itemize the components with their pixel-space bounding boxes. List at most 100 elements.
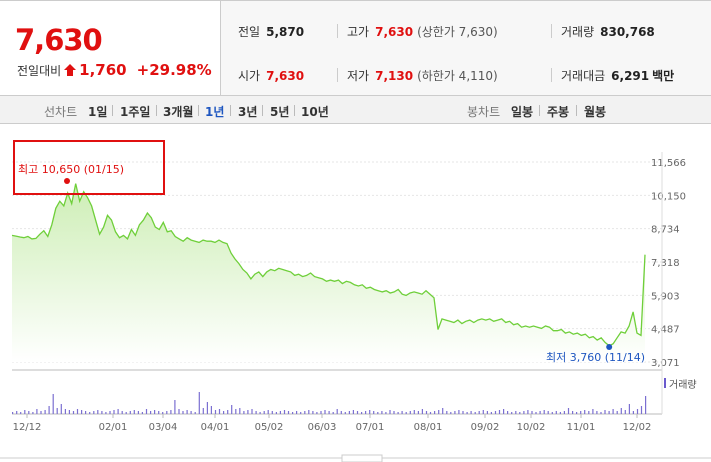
tab-1week[interactable]: 1주일	[120, 105, 151, 119]
volume-bar	[361, 412, 363, 414]
tab-3year[interactable]: 3년	[238, 105, 258, 119]
volume-bar	[283, 410, 286, 414]
volume-bar	[596, 411, 598, 414]
volume-bar	[365, 411, 367, 414]
y-axis-ticks: 11,566 10,150 8,734 7,318 5,903 4,487 3,071	[651, 158, 686, 369]
volume-bar	[243, 411, 245, 414]
y-tick-label: 11,566	[651, 158, 686, 169]
volume-bar	[150, 411, 152, 414]
volume-bar	[166, 411, 168, 414]
volume-bar	[474, 412, 476, 414]
volume-bar	[223, 411, 225, 414]
volume-bar	[438, 410, 440, 414]
min-dot	[606, 344, 613, 350]
amount-unit: 백만	[652, 69, 675, 83]
trade-amount: 거래대금 6,291 백만	[561, 67, 674, 84]
volume-bar	[612, 409, 614, 414]
tab-daily[interactable]: 일봉	[511, 105, 534, 119]
tab-1day[interactable]: 1일	[88, 105, 108, 119]
volume-bar	[113, 410, 115, 414]
volume-bar	[16, 411, 18, 414]
prev-close: 전일 5,870	[238, 23, 304, 40]
volume-bar	[336, 409, 338, 414]
tab-5year[interactable]: 5년	[270, 105, 290, 119]
volume-bar	[85, 411, 87, 414]
open-label: 시가	[238, 69, 261, 83]
change-percent: +29.98%	[136, 61, 212, 79]
volume-bar	[340, 411, 342, 414]
chart-tabs: 선차트 1일 1주일 3개월 1년 3년 5년 10년 봉차트 일봉 주봉 월봉	[0, 96, 711, 124]
volume-bar	[210, 406, 212, 414]
volume-bar	[628, 404, 630, 414]
volume-bar	[129, 411, 131, 414]
candle-chart-label: 봉차트	[467, 105, 501, 119]
high-value: 7,630	[375, 25, 414, 39]
volume-bar	[227, 410, 229, 414]
volume-bar	[28, 411, 30, 414]
volume-bar	[320, 411, 322, 414]
volume-bar	[645, 396, 647, 414]
tab-3month[interactable]: 3개월	[163, 105, 194, 119]
volume-bar	[328, 411, 330, 414]
volume-bar	[442, 408, 444, 414]
volume-bar	[503, 409, 505, 414]
volume-value: 830,768	[600, 25, 655, 39]
volume-bar	[470, 411, 472, 414]
price-chart: 11,566 10,150 8,734 7,318 5,903 4,487 3,071 거래…	[0, 152, 711, 462]
volume-bar	[308, 410, 310, 414]
volume-bar	[279, 411, 281, 414]
volume-bar	[105, 412, 107, 414]
x-tick-label: 11/01	[567, 422, 596, 433]
tab-10year[interactable]: 10년	[301, 105, 329, 119]
amount-label: 거래대금	[561, 69, 606, 83]
volume-bar	[101, 411, 103, 414]
x-tick-label: 06/03	[308, 422, 337, 433]
volume-bar	[462, 411, 464, 414]
volume-bar	[60, 404, 62, 414]
volume-bar	[413, 410, 415, 414]
y-tick-label: 8,734	[651, 225, 680, 236]
volume-bar	[304, 411, 306, 414]
y-tick-label: 10,150	[651, 191, 686, 202]
volume-bar	[482, 410, 484, 414]
volume-bar	[425, 411, 428, 414]
x-axis-ticks: 12/12 02/01 03/04 04/01 05/02 06/03 07/01 08/01…	[13, 414, 651, 433]
price-area	[12, 183, 645, 362]
tab-1year[interactable]: 1년	[205, 105, 225, 119]
volume-bar	[507, 411, 509, 414]
x-tick-label: 08/01	[414, 422, 443, 433]
change-row: 전일대비 1,760 +29.98%	[17, 61, 212, 79]
volume-bar	[466, 412, 468, 414]
volume-bar	[145, 409, 148, 414]
line-chart-label: 선차트	[44, 105, 78, 119]
volume-bar	[519, 412, 521, 414]
volume-bar	[154, 410, 156, 414]
highlight-box	[13, 140, 165, 195]
volume-bar	[287, 411, 290, 414]
tab-weekly[interactable]: 주봉	[547, 105, 570, 119]
quote-details: 전일 5,870 고가 7,630 (상한가 7,630) 거래량 830,768 시가…	[221, 1, 711, 95]
volume-bar	[434, 411, 436, 414]
volume-bar	[198, 392, 200, 414]
volume-bar	[271, 411, 273, 414]
volume-bar	[352, 410, 354, 414]
open: 시가 7,630	[238, 67, 304, 84]
open-value: 7,630	[266, 69, 305, 83]
volume-bar	[32, 412, 34, 414]
volume-bar	[89, 412, 91, 414]
volume-bar	[373, 411, 375, 414]
volume-bar	[218, 409, 221, 414]
tab-monthly[interactable]: 월봉	[584, 105, 607, 119]
volume-bar	[531, 411, 533, 414]
prev-close-value: 5,870	[266, 25, 305, 39]
max-label: 최고 10,650 (01/15)	[18, 163, 124, 176]
volume-bar	[247, 410, 249, 414]
volume-bar	[417, 411, 419, 414]
x-tick-label: 02/01	[99, 422, 128, 433]
volume-bar	[401, 411, 403, 414]
volume-bar	[52, 394, 54, 414]
volume-bar	[158, 411, 160, 414]
volume-bar	[555, 411, 557, 414]
volume-bar	[24, 410, 26, 414]
volume-bar	[12, 412, 14, 414]
